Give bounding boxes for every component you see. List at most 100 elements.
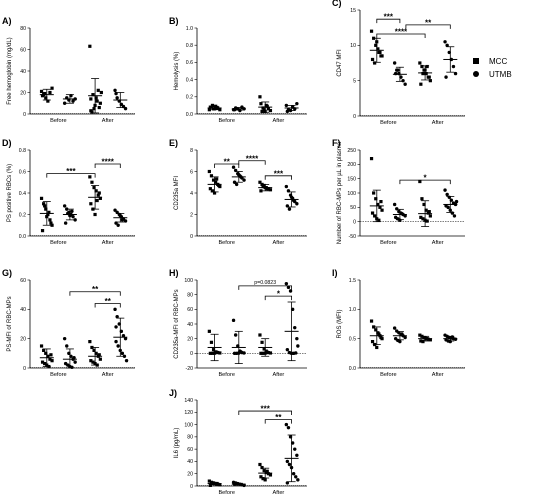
data-point <box>97 191 101 195</box>
data-point <box>43 204 47 208</box>
data-point <box>403 335 407 340</box>
y-tick-label: 80 <box>187 292 193 298</box>
data-point <box>89 359 93 363</box>
series-utmb-after <box>443 333 458 344</box>
legend-marker-utmb <box>473 71 479 77</box>
panels-layer: A)Free hemoglobin (mg/dL)020406080Before… <box>2 0 465 496</box>
data-point <box>94 351 98 355</box>
data-point <box>419 82 423 86</box>
x-tick-label: After <box>102 372 114 378</box>
legend: MCC UTMB <box>473 57 512 79</box>
y-tick-label: 20 <box>20 90 26 96</box>
data-point <box>445 192 449 197</box>
data-point <box>88 340 92 344</box>
significance-label: *** <box>384 13 394 22</box>
data-point <box>420 64 424 69</box>
significance-label: * <box>277 290 281 299</box>
data-point <box>425 219 429 223</box>
y-tick-label: 1.5 <box>349 278 356 284</box>
data-point <box>418 179 422 184</box>
data-point <box>211 178 216 182</box>
data-point <box>90 180 94 184</box>
x-tick-label: After <box>102 240 114 246</box>
data-point <box>427 210 431 214</box>
data-point <box>260 465 264 470</box>
data-point <box>452 214 457 218</box>
data-point <box>418 333 422 337</box>
data-point <box>263 478 267 482</box>
data-point <box>268 351 273 355</box>
series-mcc-before <box>39 196 54 233</box>
data-point <box>209 174 214 178</box>
data-point <box>443 40 447 44</box>
data-point <box>377 332 381 336</box>
data-point <box>261 477 265 481</box>
data-point <box>49 353 53 357</box>
data-point <box>374 197 378 201</box>
significance-bracket: *** <box>264 169 292 180</box>
panel-letter: A) <box>2 16 12 26</box>
bracket-line <box>399 179 451 185</box>
data-point <box>208 105 212 109</box>
data-point <box>123 106 128 111</box>
data-point <box>48 218 52 222</box>
y-tick-label: 0.5 <box>349 336 356 342</box>
x-tick-label: After <box>432 120 444 126</box>
data-point <box>116 344 120 348</box>
panel-6: F)Number of RBC-MPs per µL in plasma -50 0… <box>332 138 465 246</box>
series-mcc-after <box>88 175 103 217</box>
data-point <box>218 108 222 112</box>
data-point <box>113 307 117 312</box>
data-point <box>210 481 215 485</box>
y-tick-label: 20 <box>187 472 193 478</box>
bracket-line <box>238 285 292 290</box>
panel-10: J) IL6 (pg/mL) 0 20 40 60 80 100 120 140 Before Aft… <box>169 388 307 496</box>
data-point <box>114 325 118 329</box>
data-point <box>62 336 67 341</box>
data-point <box>207 329 211 333</box>
data-point <box>208 351 212 355</box>
panel-letter: I) <box>332 268 338 278</box>
data-point <box>234 182 239 187</box>
y-tick-label: 6 <box>190 169 193 175</box>
data-point <box>44 207 48 211</box>
significance-label: *** <box>261 405 271 414</box>
y-tick-label: 0 <box>353 114 356 120</box>
series-utmb-before <box>62 94 77 105</box>
significance-label: *** <box>66 167 76 176</box>
data-point <box>379 54 383 58</box>
significance-bracket: ** <box>405 18 451 29</box>
data-point <box>97 353 101 357</box>
data-point <box>286 425 291 430</box>
data-point <box>92 186 96 190</box>
data-point <box>114 339 118 344</box>
data-point <box>295 202 299 206</box>
data-point <box>370 57 375 62</box>
data-point <box>369 319 374 323</box>
data-point <box>401 78 405 83</box>
significance-bracket: * <box>264 290 292 301</box>
significance-label: ** <box>275 413 282 422</box>
data-point <box>294 475 298 479</box>
y-tick-label: 15 <box>350 8 356 14</box>
data-point <box>376 202 380 207</box>
y-tick-label: 0 <box>190 351 193 357</box>
significance-bracket: * <box>399 174 451 185</box>
data-point <box>232 180 237 184</box>
panel-letter: D) <box>2 138 12 148</box>
data-point <box>293 447 297 451</box>
data-point <box>40 94 45 98</box>
bracket-line <box>376 33 426 39</box>
data-point <box>94 96 98 100</box>
data-point <box>49 221 53 225</box>
data-point <box>259 475 263 479</box>
significance-bracket: ** <box>214 157 240 168</box>
data-point <box>284 422 289 427</box>
x-tick-label: Before <box>380 240 396 246</box>
data-point <box>215 177 219 181</box>
x-tick-label: After <box>272 372 284 378</box>
data-point <box>422 202 426 207</box>
y-axis-label: Hemolysis (%) <box>174 52 180 91</box>
data-point <box>377 50 381 54</box>
significance-bracket: *** <box>46 167 96 178</box>
